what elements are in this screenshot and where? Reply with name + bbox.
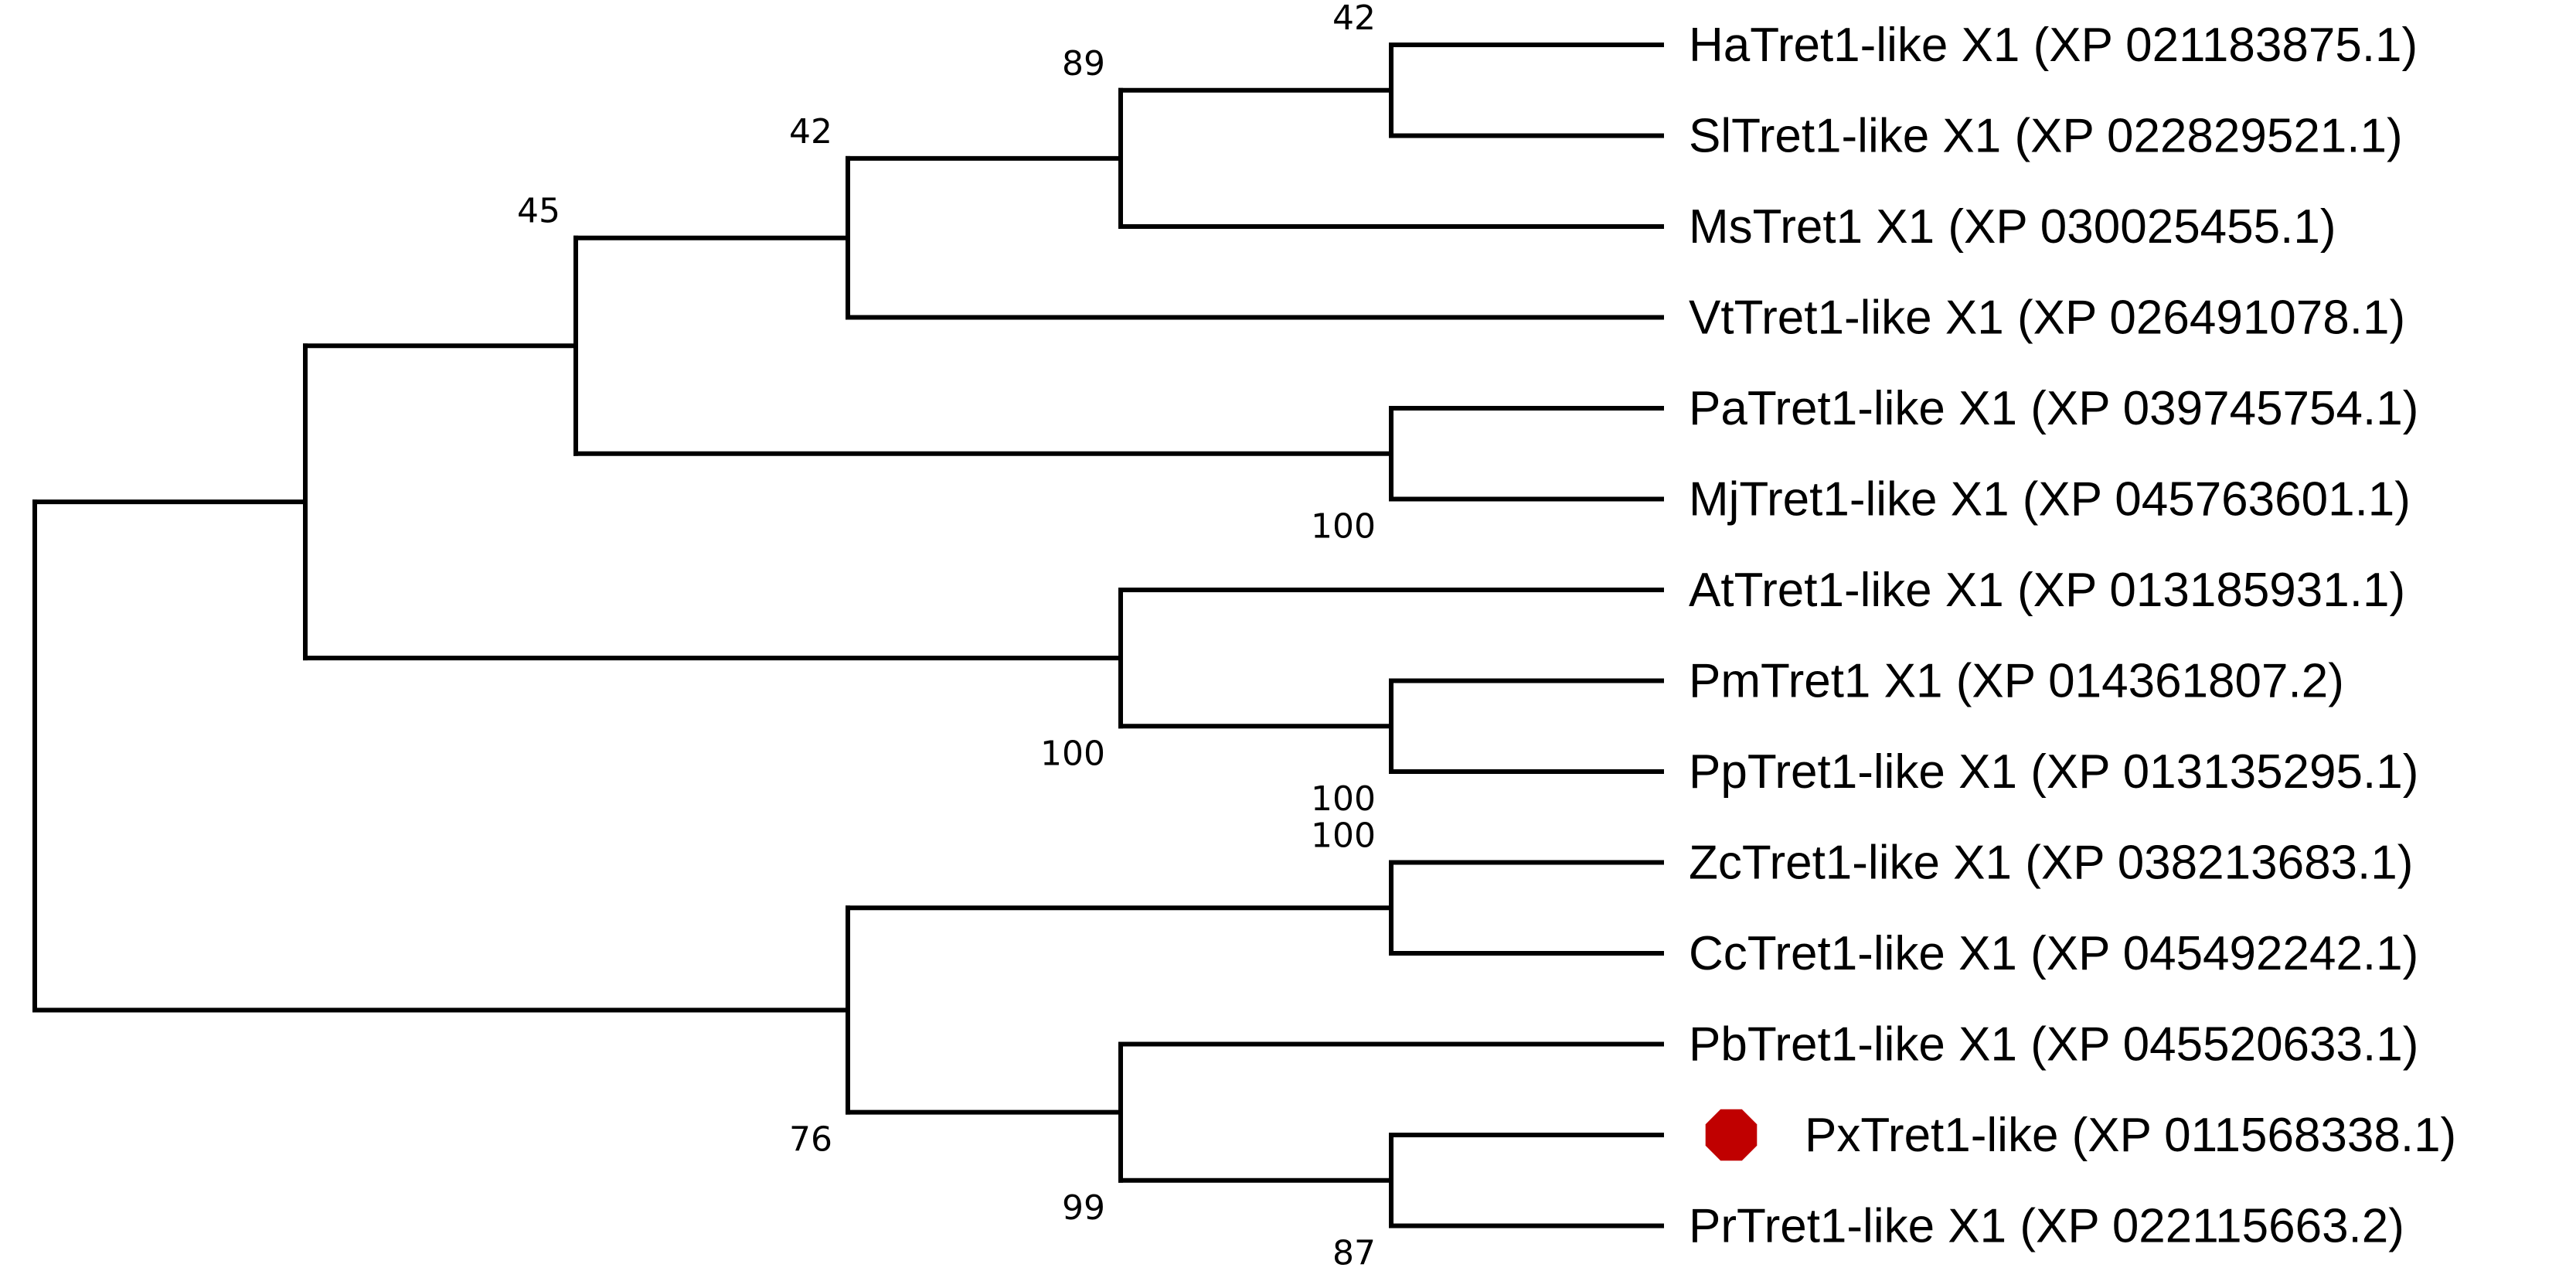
- taxon-label-L0: HaTret1-like X1 (XP 021183875.1): [1689, 19, 2418, 72]
- taxon-label-L1: SlTret1-like X1 (XP 022829521.1): [1689, 110, 2403, 163]
- bootstrap-value-N_vt: 42: [789, 112, 832, 152]
- bootstrap-value-N_at: 100: [1040, 734, 1105, 773]
- bootstrap-value-N_a: 45: [517, 192, 560, 231]
- taxon-labels: HaTret1-like X1 (XP 021183875.1) SlTret1-…: [1689, 19, 2456, 1253]
- taxon-label-L13: PrTret1-like X1 (XP 022115663.2): [1689, 1200, 2404, 1253]
- taxon-label-L5: MjTret1-like X1 (XP 045763601.1): [1689, 473, 2411, 527]
- leaf-markers: [1705, 1109, 1758, 1161]
- bootstrap-value-N_pa_mj: 100: [1311, 507, 1376, 547]
- taxon-label-L10: CcTret1-like X1 (XP 045492242.1): [1689, 927, 2418, 980]
- taxon-label-L4: PaTret1-like X1 (XP 039745754.1): [1689, 382, 2418, 435]
- taxon-label-L3: VtTret1-like X1 (XP 026491078.1): [1689, 291, 2405, 345]
- bootstrap-value-N_ms: 89: [1062, 44, 1105, 83]
- taxon-label-L12: PxTret1-like (XP 011568338.1): [1805, 1109, 2456, 1162]
- bootstrap-value-N_lower: 76: [789, 1120, 832, 1160]
- taxon-label-L8: PpTret1-like X1 (XP 013135295.1): [1689, 745, 2418, 799]
- bootstrap-value-N_zc_cc: 100: [1311, 816, 1376, 856]
- taxon-label-L2: MsTret1 X1 (XP 030025455.1): [1689, 200, 2336, 254]
- bootstrap-value-N_pb: 99: [1062, 1188, 1105, 1228]
- bootstrap-value-N_ha_sl: 42: [1332, 0, 1376, 38]
- tree-branches: [32, 43, 1664, 1229]
- bootstrap-value-N_pm_pp: 100: [1311, 779, 1376, 819]
- highlight-octagon-icon: [1705, 1109, 1758, 1161]
- taxon-label-L11: PbTret1-like X1 (XP 045520633.1): [1689, 1018, 2418, 1072]
- bootstrap-value-N_px_pr: 87: [1332, 1234, 1376, 1273]
- taxon-label-L9: ZcTret1-like X1 (XP 038213683.1): [1689, 837, 2413, 890]
- taxon-label-L7: PmTret1 X1 (XP 014361807.2): [1689, 655, 2344, 708]
- taxon-label-L6: AtTret1-like X1 (XP 013185931.1): [1689, 564, 2405, 617]
